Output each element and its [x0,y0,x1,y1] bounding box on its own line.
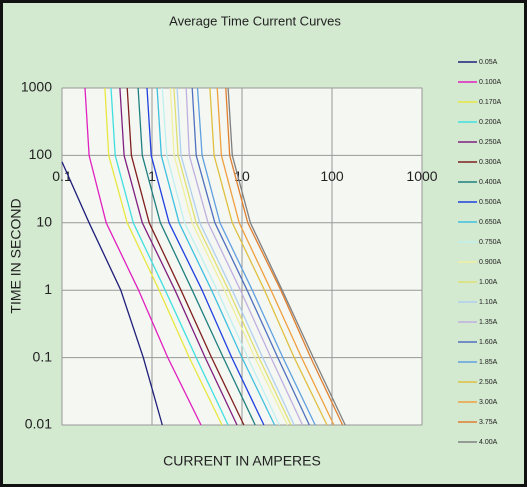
y-tick-label: 1000 [21,79,52,95]
series-line [84,87,202,426]
series-line [196,87,316,426]
series-line [119,87,238,426]
series-line [126,87,245,426]
y-tick-label: 1 [44,281,52,297]
legend-label: 1.85A [479,359,498,366]
series-line [216,87,335,426]
y-tick-label: 10 [36,214,52,230]
series-line [146,87,265,426]
x-tick-label: 10 [234,168,250,184]
chart-title: Average Time Current Curves [169,13,341,28]
y-axis-label: TIME IN SECOND [8,198,24,313]
series-line [161,87,280,426]
legend-label: 0.400A [479,179,502,186]
series-line [137,87,256,426]
series-line [191,87,310,426]
series-line [169,87,289,426]
series-line [185,87,304,426]
legend-label: 0.650A [479,219,502,226]
series-line [61,161,163,426]
legend-label: 0.900A [479,259,502,266]
series-line [110,87,229,426]
legend-label: 1.10A [479,299,498,306]
y-tick-label: 0.1 [33,348,53,364]
y-tick-label: 100 [29,146,53,162]
series-line [173,87,292,426]
legend-label: 4.00A [479,439,498,446]
legend-label: 1.00A [479,279,498,286]
x-axis-label: CURRENT IN AMPERES [163,453,321,469]
legend-label: 0.100A [479,79,502,86]
x-tick-label: 100 [320,168,344,184]
series-line [225,87,344,426]
legend-label: 0.500A [479,199,502,206]
legend-label: 0.170A [479,99,502,106]
series-line [209,87,328,426]
series-line [104,87,223,426]
legend-label: 0.300A [479,159,502,166]
legend-label: 1.60A [479,339,498,346]
legend-label: 3.00A [479,399,498,406]
legend-label: 0.200A [479,119,502,126]
x-tick-label: 1 [148,168,156,184]
legend-label: 3.75A [479,419,498,426]
series-line [176,87,295,426]
series-line [227,87,346,426]
series-line [156,87,276,426]
legend-label: 2.50A [479,379,498,386]
legend-label: 0.05A [479,59,498,66]
legend-label: 0.250A [479,139,502,146]
y-tick-label: 0.01 [25,416,52,432]
legend-label: 0.750A [479,239,502,246]
x-tick-label: 1000 [406,168,437,184]
legend-label: 1.35A [479,319,498,326]
